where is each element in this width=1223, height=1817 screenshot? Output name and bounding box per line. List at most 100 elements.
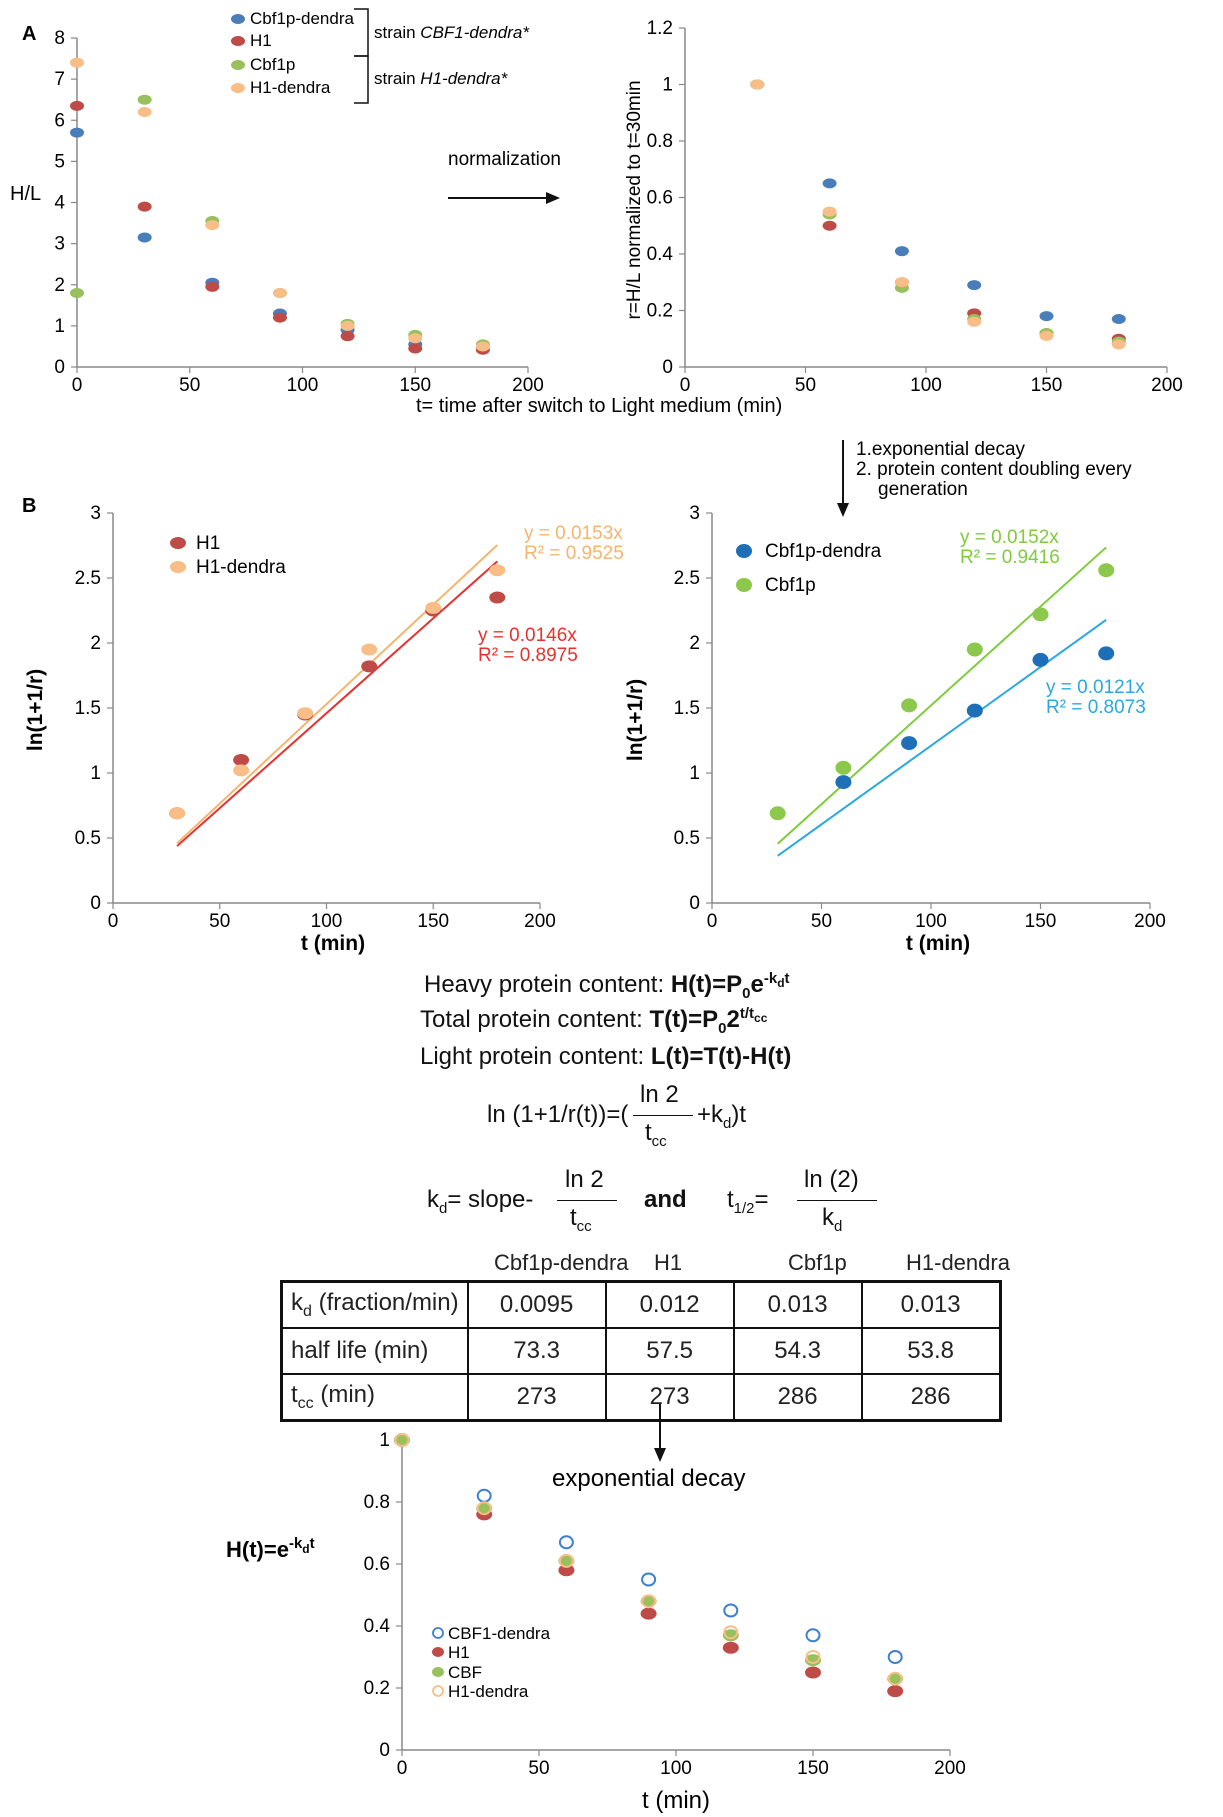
data-point [805,1650,821,1664]
formula-heavy-label: Heavy protein content: [424,971,671,998]
trendline [176,544,498,845]
y-tick-label: 0.5 [674,828,700,849]
trendline-equation: y = 0.0153x [524,523,623,544]
data-point [723,1603,739,1618]
y-tick-label: 1 [379,1430,390,1451]
formula-light-label: Light protein content: [420,1043,651,1070]
y-tick-label: 3 [54,234,65,255]
y-tick-label: 0 [54,357,65,378]
exp-decay-label: exponential decay [552,1465,745,1492]
formula-heavy: Heavy protein content: H(t)=P0e-kdt [424,970,790,1002]
data-point [340,331,355,342]
data-point [272,312,287,323]
legend-marker [231,60,245,70]
x-tick-label: 100 [311,911,343,932]
legend-marker [432,1627,444,1639]
formula-total: Total protein content: T(t)=P02t/tcc [420,1005,767,1037]
formula-heavy-expr: H(t)=P0e-kdt [670,970,790,1002]
bracket-cbf1 [354,8,369,57]
x-tick-label: 200 [934,1758,966,1779]
trendline-r2: R² = 0.8975 [478,645,578,666]
y-tick-label: 1.5 [75,698,101,719]
data-point [205,281,220,292]
legend-marker [231,36,245,46]
steps-line-1: 1.exponential decay [856,439,1026,460]
y-tick-label: 0.4 [647,244,674,265]
table-col-cbf1p-dendra: Cbf1p-dendra [494,1250,629,1275]
data-point [805,1666,821,1679]
data-point [558,1553,574,1568]
data-point [640,1607,657,1620]
data-point [1098,646,1115,661]
x-tick-label: 150 [399,375,431,396]
data-point [641,1572,657,1587]
table-cell: 273 [466,1373,607,1422]
data-point [966,642,983,657]
normalization-arrowhead [546,192,560,204]
data-point [822,178,837,189]
axis-label-x: t (min) [906,932,970,955]
x-tick-label: 0 [680,375,691,396]
data-point [835,775,852,790]
formula-kd-den: tcc [570,1204,592,1235]
data-point [887,1672,904,1685]
axis-label-y: r=H/L normalized to t=30min [624,80,645,319]
data-point [489,591,506,604]
data-point [1098,563,1115,578]
data-point [70,57,84,68]
trendline [777,546,1107,845]
x-tick-label: 50 [209,911,230,932]
y-tick-label: 2 [90,633,101,654]
data-point [1039,311,1054,322]
y-tick-label: 0 [662,357,673,378]
y-tick-label: 1 [689,763,700,784]
legend-label: CBF [448,1663,482,1682]
data-point [1032,652,1049,667]
data-point [967,316,982,327]
legend-marker [432,1647,444,1657]
legend-marker [736,578,752,592]
x-tick-label: 200 [524,911,556,932]
y-tick-label: 2 [689,633,700,654]
y-tick-label: 0 [90,893,101,914]
formula-half-bar [797,1200,877,1201]
normalization-label: normalization [448,149,561,170]
x-tick-label: 200 [512,375,544,396]
data-point [894,246,909,257]
data-point [137,94,152,105]
legend-label: Cbf1p [765,575,816,596]
data-point [805,1654,821,1667]
x-tick-label: 50 [528,1758,549,1779]
table-col-cbf1p: Cbf1p [788,1250,847,1275]
formula-kd-num: ln 2 [565,1166,604,1193]
y-tick-label: 3 [90,503,101,524]
table-col-h1: H1 [654,1250,683,1275]
x-tick-label: 100 [660,1758,692,1779]
axis-label-y: ln(1+1/r) [24,669,47,751]
legend-label: H1 [250,31,272,50]
x-tick-label: 200 [1134,911,1166,932]
x-tick-label: 0 [397,1758,408,1779]
y-tick-label: 7 [54,69,65,90]
data-point [408,333,423,344]
table-cell: 73.3 [466,1327,607,1375]
strain-cbf1-label: strain CBF1-dendra* [374,23,530,42]
data-point [361,660,378,673]
table-cell: 286 [860,1373,1002,1422]
legend-label: H1-dendra [448,1682,529,1701]
data-point [769,806,786,821]
trendline-r2: R² = 0.9416 [960,547,1060,568]
axis-label-x: t= time after switch to Light medium (mi… [416,395,782,417]
x-tick-label: 50 [811,911,832,932]
formula-total-label: Total protein content: [420,1006,650,1033]
x-tick-label: 200 [1151,375,1183,396]
legend-label: H1 [196,533,220,554]
y-tick-label: 1.2 [647,18,673,39]
y-tick-label: 1 [662,75,673,96]
trendline-r2: R² = 0.9525 [524,543,624,564]
formula-ln-bar [633,1115,693,1116]
formula-ln-den: tcc [645,1119,667,1150]
legend-label: Cbf1p-dendra [250,9,355,28]
data-point [887,1685,904,1698]
table-cell: 0.0095 [466,1280,607,1329]
